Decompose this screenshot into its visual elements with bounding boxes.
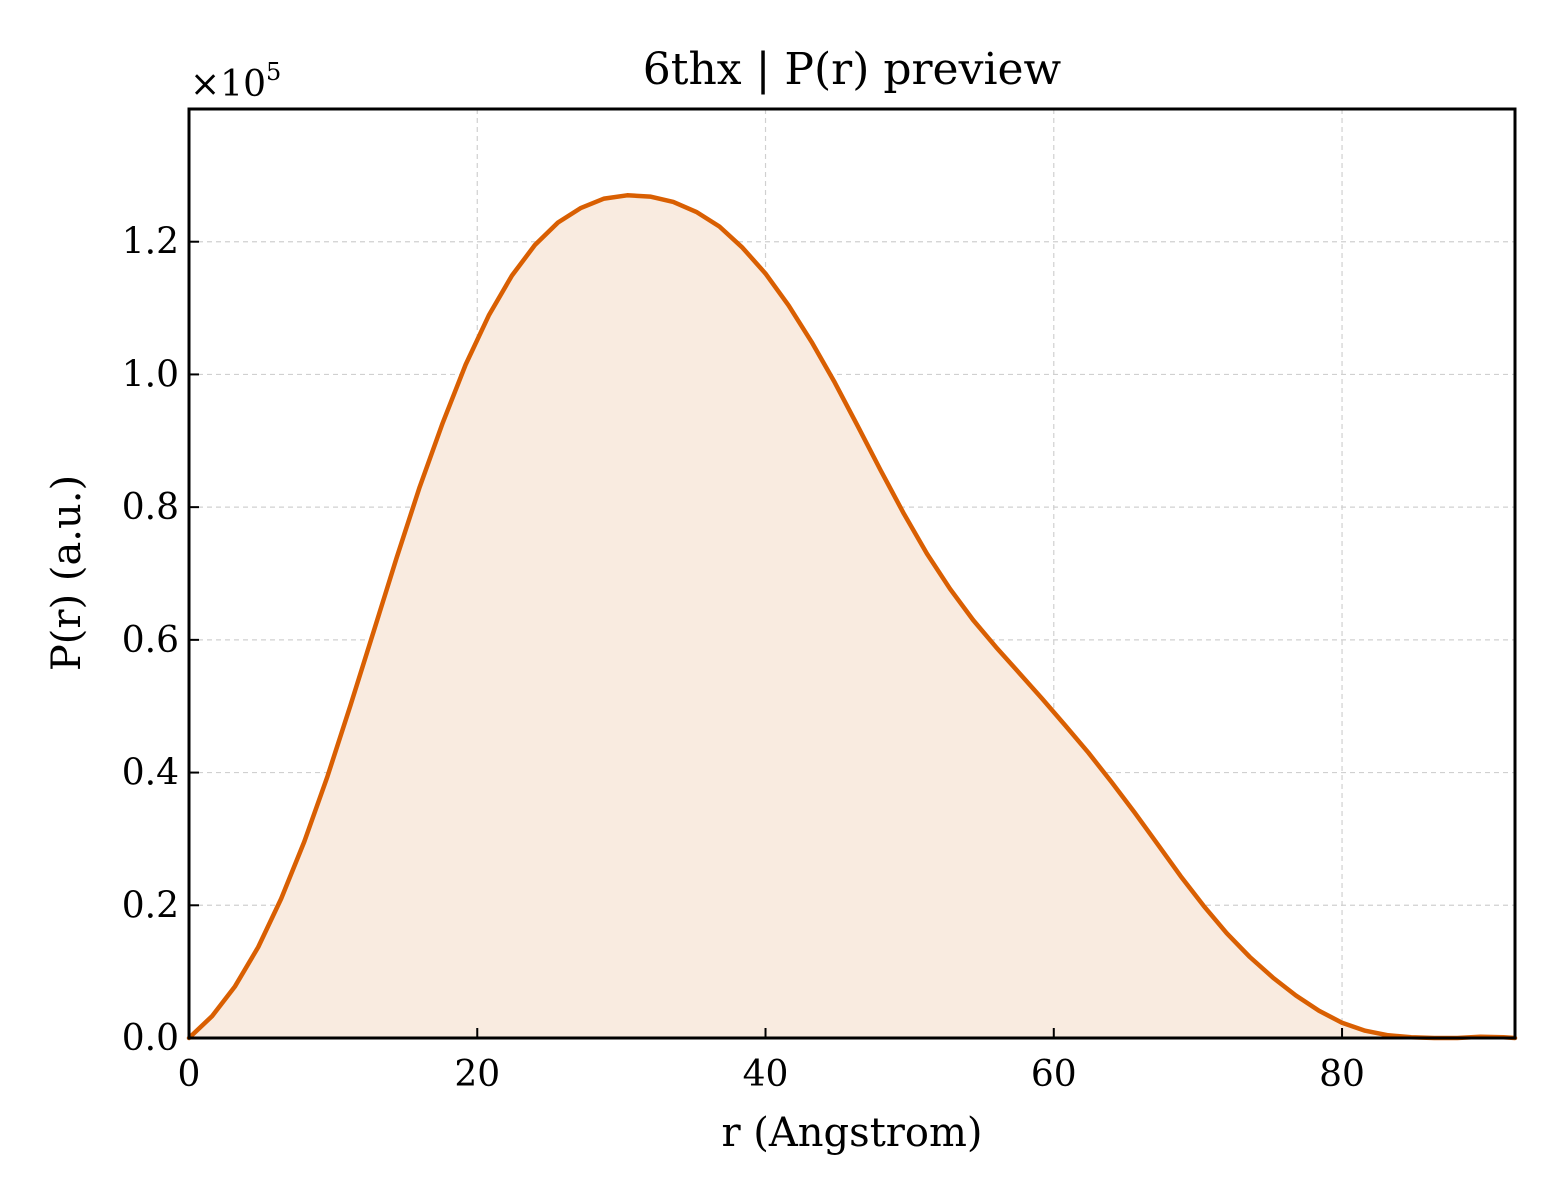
y-axis-label: P(r) (a.u.)	[44, 475, 90, 671]
x-tick-label: 80	[1319, 1054, 1365, 1095]
chart-title: 6thx | P(r) preview	[643, 44, 1062, 95]
y-tick-label: 0.8	[122, 487, 179, 528]
y-multiplier-exponent: 5	[266, 58, 281, 86]
pr-area-fill	[189, 195, 1515, 1039]
y-tick-label: 0.4	[122, 753, 179, 794]
x-axis-label: r (Angstrom)	[721, 1110, 982, 1156]
x-tick-label: 60	[1031, 1054, 1077, 1095]
y-multiplier-base: ×10	[190, 64, 266, 105]
plot-frame	[187, 107, 1517, 1040]
tick-layer: 0 20 40 60 80 0.0 0.2 0.4 0.6 0.8 1.0 1.2	[122, 222, 1365, 1095]
y-tick-label: 0.6	[122, 620, 179, 661]
y-tick-label: 1.0	[122, 354, 179, 395]
x-tick-label: 40	[743, 1054, 789, 1095]
y-tick-label: 1.2	[122, 222, 179, 263]
y-tick-label: 0.0	[122, 1018, 179, 1059]
x-tick-label: 20	[454, 1054, 500, 1095]
x-tick-label: 0	[178, 1054, 201, 1095]
pr-series-line	[186, 193, 1518, 1041]
y-multiplier: ×105	[190, 58, 281, 105]
y-tick-label: 0.2	[122, 885, 179, 926]
